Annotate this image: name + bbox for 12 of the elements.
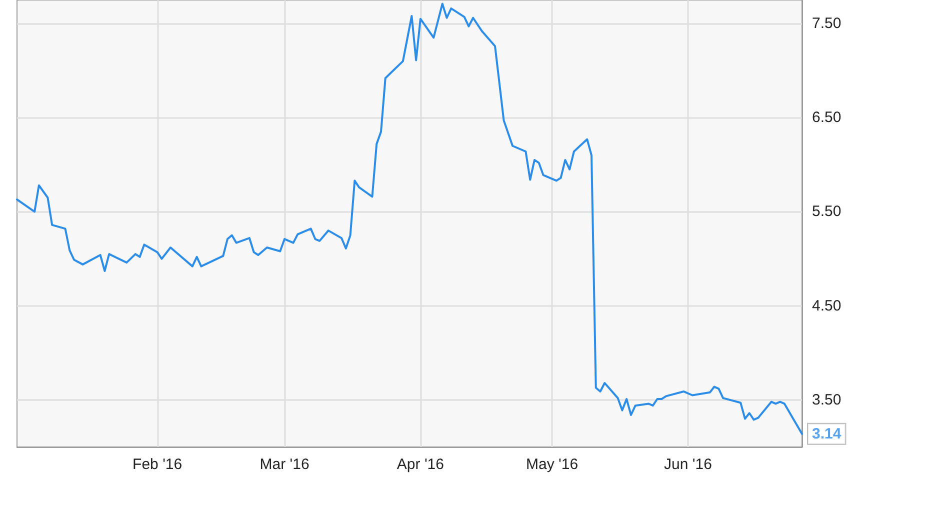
y-tick-label: 3.50 [812,391,842,408]
y-tick-label: 5.50 [812,203,842,220]
line-series [16,2,803,435]
x-tick-label: Apr '16 [396,456,444,473]
y-tick-label: 7.50 [812,15,842,32]
x-tick-label: May '16 [526,456,578,473]
y-tick-label: 6.50 [812,109,842,126]
y-tick-label: 4.50 [812,297,842,314]
x-tick-label: Mar '16 [260,456,310,473]
x-tick-label: Feb '16 [132,456,182,473]
annotation: 3.14 [812,425,842,442]
x-tick-label: Jun '16 [664,456,712,473]
